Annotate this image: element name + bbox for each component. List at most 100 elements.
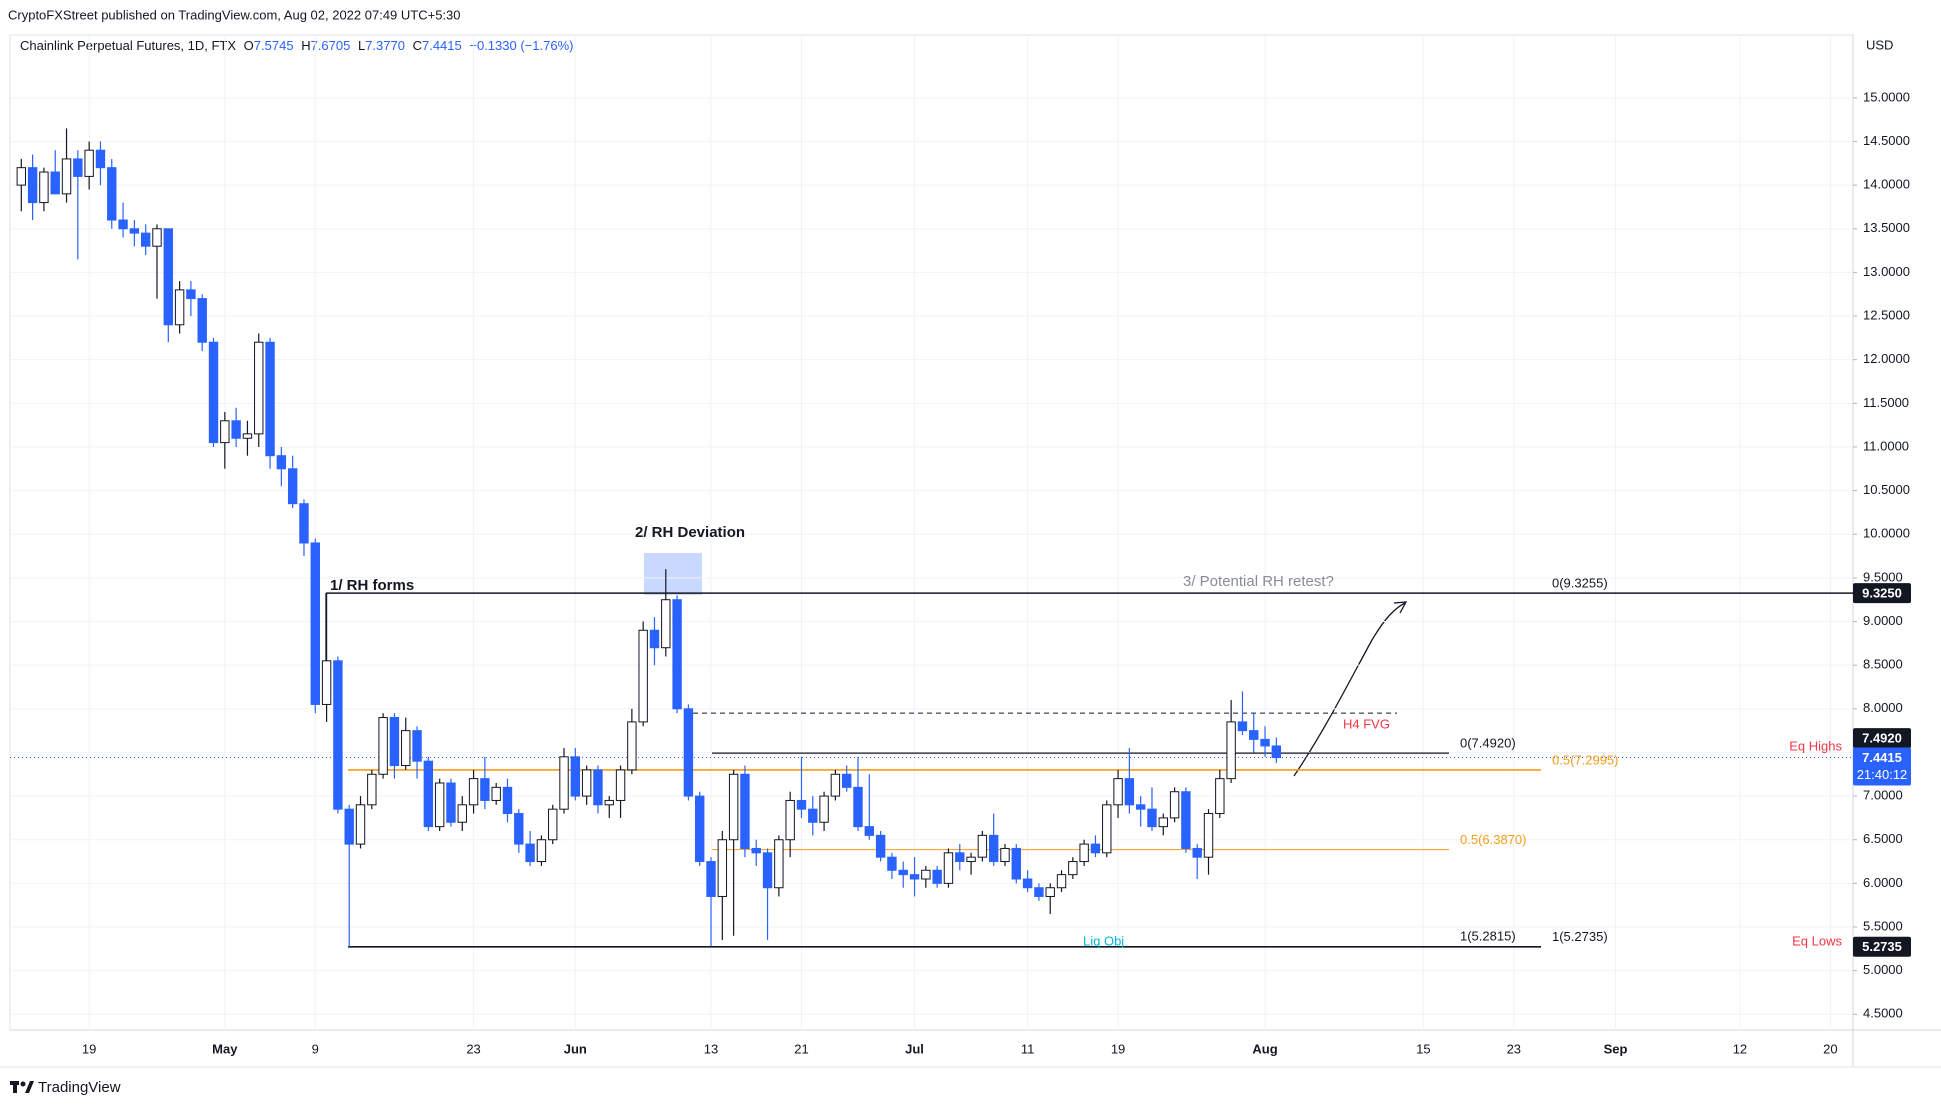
candle-body [785, 799, 795, 841]
candle-body [864, 826, 875, 836]
y-tick-label: 13.0000 [1863, 264, 1910, 279]
candle-body [717, 839, 728, 897]
candle-body [129, 228, 140, 234]
arrow [1293, 602, 1406, 777]
y-tick-label: 9.5000 [1863, 569, 1903, 584]
x-tick-label: 21 [794, 1041, 808, 1056]
y-tick-label: 11.5000 [1863, 395, 1909, 410]
annotation: 1/ RH forms [330, 577, 414, 594]
candle-body [706, 861, 716, 897]
x-tick-label: 13 [704, 1041, 718, 1056]
candle-body [265, 341, 275, 457]
published-note: CryptoFXStreet published on TradingView.… [8, 7, 461, 22]
annotation: Eq Highs [1789, 738, 1842, 753]
candle-body [355, 804, 366, 845]
candle-body [661, 599, 671, 649]
candle-body [1192, 847, 1202, 858]
candle-body [627, 721, 637, 771]
candle-body [853, 786, 863, 828]
annotation: Eq Lows [1792, 933, 1842, 948]
candle-body [1135, 804, 1146, 810]
y-tick-label: 7.0000 [1863, 788, 1903, 803]
y-tick-label: 5.5000 [1863, 918, 1903, 933]
candle-body [1203, 813, 1214, 858]
candle-body [875, 834, 886, 858]
level-label: 0.5(6.3870) [1460, 832, 1527, 847]
y-tick-label: 12.5000 [1863, 307, 1910, 322]
candle-body [615, 769, 626, 801]
candle-body [1169, 791, 1180, 819]
candle-body [525, 843, 535, 863]
candle-body [593, 769, 603, 806]
candle-body [808, 808, 818, 823]
footer-logo [10, 1081, 34, 1093]
candle-body [220, 420, 230, 444]
candle-body [977, 834, 988, 858]
candle-body [401, 730, 411, 767]
candle-body [61, 158, 72, 195]
y-tick-label: 15.0000 [1863, 89, 1910, 104]
candle-body [174, 289, 185, 326]
candle-body [468, 778, 479, 806]
candle-body [152, 228, 162, 247]
y-tick-label: 10.5000 [1863, 482, 1910, 497]
y-tick-label: 14.0000 [1863, 177, 1910, 192]
candle-body [966, 856, 976, 863]
candle-body [1271, 745, 1282, 759]
arrow-head [1393, 601, 1408, 614]
candle-body [208, 341, 219, 444]
candle-body [163, 228, 173, 326]
candle-body [1011, 847, 1022, 880]
candle-body [1056, 874, 1067, 889]
candle-body [118, 219, 128, 230]
candle-body [921, 869, 931, 880]
x-tick-label: Jul [905, 1041, 924, 1056]
y-tick-label: 9.0000 [1863, 613, 1903, 628]
logo-part [13, 1085, 17, 1093]
candle-body [638, 629, 648, 723]
level-label: H4 FVG [1343, 717, 1390, 732]
candle-body [299, 503, 309, 544]
price-tag-label: 7.4920 [1862, 731, 1902, 746]
candle-body [344, 808, 354, 845]
candle-body [502, 786, 513, 815]
candle-body [333, 660, 343, 810]
legend-key: H [301, 38, 310, 53]
candle-body [796, 799, 807, 810]
x-tick-label: 15 [1416, 1041, 1430, 1056]
legend-change: −0.1330 (−1.76%) [469, 38, 573, 53]
candle-body [762, 852, 773, 889]
level-label: 0.5(7.2995) [1552, 752, 1619, 767]
candle-body [909, 874, 920, 880]
candle-body [649, 629, 660, 649]
x-tick-label: Jun [564, 1041, 587, 1056]
candle-body [480, 778, 490, 801]
annotation: 3/ Potential RH retest? [1183, 573, 1334, 590]
candle-body [1158, 817, 1168, 828]
level-label: 0(9.3255) [1552, 576, 1608, 591]
price-tag [1853, 728, 1911, 749]
candle-body [1000, 847, 1010, 863]
legend-key: O [244, 38, 254, 53]
candle-body [536, 839, 547, 863]
candle-body [231, 420, 241, 439]
candle-body [140, 232, 151, 247]
candle-body [491, 786, 501, 801]
deviation-box [644, 553, 702, 595]
legend-value: 7.3770 [365, 38, 405, 53]
candle-body [695, 795, 705, 863]
candle-body [1124, 778, 1135, 806]
candle-body [186, 289, 196, 300]
y-tick-label: 11.0000 [1863, 438, 1909, 453]
legend-key: L [358, 38, 365, 53]
price-tag-label: 5.2735 [1862, 939, 1902, 954]
price-tag-label: 7.4415 [1862, 750, 1902, 765]
price-tag-label: 9.3250 [1862, 586, 1902, 601]
candle-body [276, 455, 287, 470]
candle-body [1260, 738, 1270, 747]
candle-body [446, 782, 456, 823]
candle-body [1022, 878, 1033, 889]
price-tag [1853, 747, 1911, 786]
candle-body [570, 756, 581, 797]
